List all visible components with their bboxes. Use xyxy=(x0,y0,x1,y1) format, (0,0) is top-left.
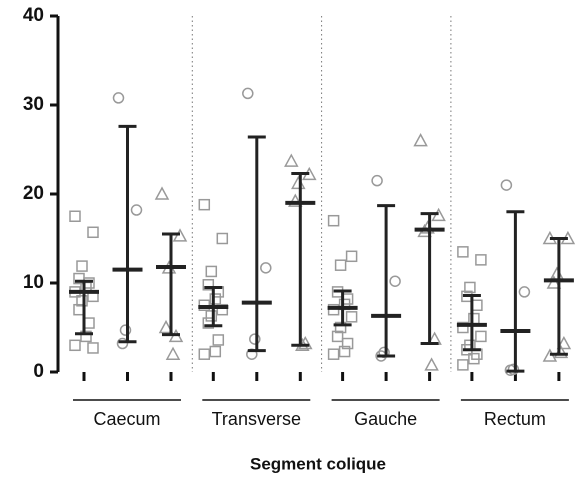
point xyxy=(76,260,88,272)
point xyxy=(345,311,358,323)
point xyxy=(413,133,428,147)
point xyxy=(518,286,531,298)
point xyxy=(549,266,565,280)
y-tick-label: 10 xyxy=(23,272,44,293)
point xyxy=(457,246,469,258)
point xyxy=(556,335,572,350)
point xyxy=(212,334,225,346)
point xyxy=(327,348,340,360)
point xyxy=(154,186,170,200)
point xyxy=(69,339,81,352)
point xyxy=(76,295,88,307)
point xyxy=(249,333,261,345)
point xyxy=(242,87,254,100)
point xyxy=(457,359,469,371)
point xyxy=(288,193,303,207)
x-axis-title: Segment colique xyxy=(250,454,386,473)
x-tick-label: Caecum xyxy=(93,409,160,429)
point xyxy=(345,250,358,263)
point xyxy=(500,179,513,191)
point xyxy=(468,352,480,365)
point xyxy=(389,275,401,287)
point xyxy=(475,330,487,343)
point xyxy=(327,214,340,227)
point xyxy=(216,303,229,316)
point xyxy=(130,204,143,216)
point xyxy=(424,357,439,371)
point xyxy=(80,330,92,343)
x-tick-label: Transverse xyxy=(212,409,301,429)
point xyxy=(202,279,215,291)
point xyxy=(69,210,81,222)
point xyxy=(205,265,218,278)
point xyxy=(331,330,344,343)
point xyxy=(464,281,476,294)
point xyxy=(291,175,306,190)
point xyxy=(260,262,272,274)
point xyxy=(216,232,229,245)
point xyxy=(87,226,99,239)
point xyxy=(198,348,211,360)
x-tick-label: Rectum xyxy=(484,409,546,429)
point xyxy=(334,321,347,334)
y-tick-label: 40 xyxy=(23,5,44,26)
point xyxy=(209,293,222,305)
point xyxy=(209,345,222,358)
point xyxy=(371,174,383,187)
point xyxy=(338,345,351,358)
y-tick-label: 20 xyxy=(23,183,44,204)
point xyxy=(112,92,125,104)
point xyxy=(475,254,487,266)
x-tick-label: Gauche xyxy=(354,409,417,429)
point xyxy=(341,337,354,350)
point xyxy=(284,153,299,167)
point xyxy=(198,198,211,211)
point xyxy=(87,342,99,354)
point xyxy=(119,324,132,336)
point xyxy=(298,335,313,350)
point xyxy=(334,259,347,271)
point xyxy=(205,310,218,322)
y-tick-label: 0 xyxy=(33,361,44,382)
point xyxy=(158,319,174,334)
point xyxy=(457,321,469,334)
y-tick-label: 30 xyxy=(23,94,44,115)
point xyxy=(546,275,562,289)
point xyxy=(165,346,181,360)
point xyxy=(116,337,129,350)
